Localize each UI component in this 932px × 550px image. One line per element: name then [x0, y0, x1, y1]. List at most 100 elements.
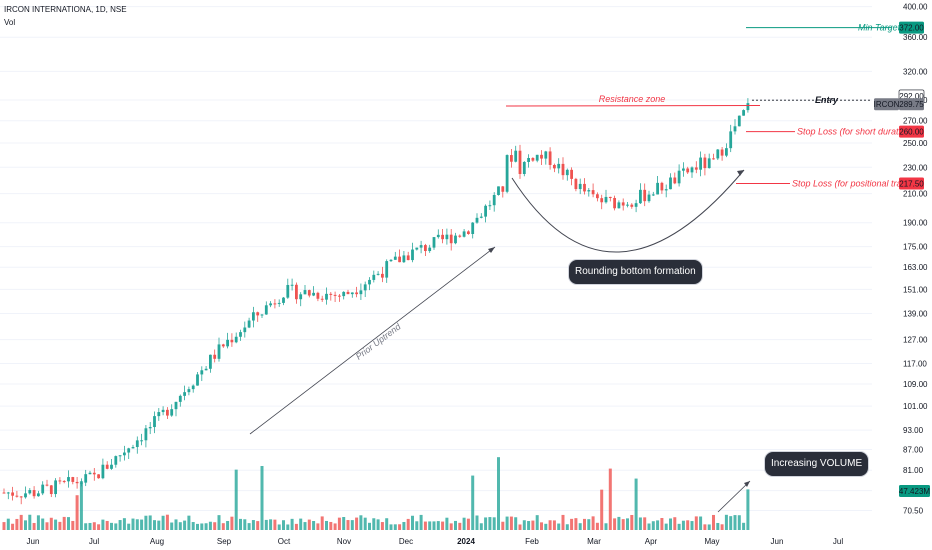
volume-bar — [355, 517, 359, 530]
candle-body — [497, 186, 500, 195]
volume-bar — [67, 517, 70, 530]
candle-body — [634, 203, 638, 207]
volume-bar — [402, 521, 406, 530]
volume-bar — [350, 520, 354, 530]
candle-body — [548, 151, 552, 165]
volume-bar — [733, 515, 737, 530]
volume-bar — [458, 522, 462, 530]
candle-body — [733, 126, 737, 132]
volume-bar — [436, 521, 440, 530]
volume-bar — [32, 522, 36, 530]
volume-bar — [110, 522, 113, 530]
volume-bar — [273, 519, 277, 530]
volume-bar — [613, 518, 617, 530]
volume-bar — [105, 520, 109, 530]
volume-bar — [724, 514, 728, 530]
volume-bar — [363, 517, 367, 530]
candle-body — [419, 245, 423, 248]
candle-body — [67, 477, 70, 482]
volume-bar — [737, 515, 741, 530]
candle-body — [578, 183, 582, 190]
volume-bar — [561, 514, 565, 530]
volume-bar — [49, 517, 53, 530]
volume-bar — [548, 520, 552, 530]
candle-body — [372, 274, 376, 280]
candle-body — [492, 194, 496, 206]
volume-bar — [626, 518, 629, 530]
candle-body — [467, 231, 470, 235]
volume-bar — [75, 495, 79, 530]
candle-body — [114, 456, 118, 465]
volume-bar — [183, 520, 187, 530]
candle-body — [510, 155, 513, 162]
price-tick-label: 230.00 — [903, 163, 928, 172]
volume-bar — [299, 518, 303, 530]
price-tick-label: 101.00 — [903, 402, 928, 411]
volume-tag-text: 47.423M — [899, 487, 930, 496]
candle-body — [368, 279, 371, 285]
stop-short-text: Stop Loss (for short duration) — [797, 127, 914, 137]
volume-bar — [479, 523, 483, 530]
volume-bar — [389, 524, 393, 530]
volume-bar — [712, 514, 715, 530]
increasing-volume-arrowhead — [744, 481, 750, 487]
stop-positional-tag-text: 217.50 — [899, 179, 924, 188]
candle-body — [639, 189, 642, 204]
candle-body — [140, 440, 143, 442]
candle-body — [669, 177, 672, 190]
price-tick-label: 87.00 — [903, 445, 924, 454]
candle-body — [484, 205, 487, 217]
volume-bar — [97, 524, 101, 530]
volume-bar — [694, 516, 698, 530]
candle-body — [385, 261, 389, 278]
price-tick-label: 139.00 — [903, 309, 928, 318]
candle-body — [299, 294, 303, 300]
candle-body — [660, 182, 664, 191]
candle-body — [170, 409, 174, 416]
volume-bar — [669, 518, 672, 530]
price-candles — [2, 98, 750, 505]
volume-bar — [15, 518, 19, 530]
volume-bar — [157, 520, 161, 530]
volume-bar — [441, 521, 445, 530]
price-tick-label: 210.00 — [903, 190, 928, 199]
candle-body — [277, 302, 281, 304]
volume-bar — [716, 522, 720, 530]
volume-bar — [118, 520, 122, 530]
candle-body — [712, 158, 715, 160]
volume-bar — [621, 519, 625, 530]
candle-body — [239, 332, 242, 337]
volume-bar — [608, 468, 612, 530]
candle-body — [707, 158, 711, 169]
candle-body — [479, 216, 483, 218]
candle-body — [131, 447, 135, 449]
volume-bar — [604, 523, 608, 530]
volume-bar — [509, 516, 513, 530]
volume-bar — [260, 465, 264, 530]
candle-body — [350, 292, 354, 295]
volume-bar — [600, 489, 604, 530]
candle-body — [187, 389, 191, 393]
candle-body — [62, 481, 66, 483]
volume-bar — [6, 518, 10, 530]
candle-body — [221, 344, 225, 347]
volume-bar — [535, 515, 539, 530]
candle-body — [591, 190, 595, 195]
candle-body — [682, 168, 685, 171]
time-tick-label: Nov — [337, 537, 351, 546]
candle-body — [196, 374, 199, 386]
volume-bar — [488, 517, 492, 530]
candle-body — [742, 110, 745, 116]
candle-body — [359, 290, 363, 295]
price-tick-label: 81.00 — [903, 466, 924, 475]
candle-body — [230, 339, 234, 343]
candle-body — [273, 303, 277, 305]
candle-body — [656, 182, 659, 195]
candle-body — [389, 259, 393, 262]
candle-body — [148, 427, 152, 429]
volume-bar — [699, 516, 703, 530]
volume-bar — [41, 518, 45, 530]
candle-body — [6, 492, 10, 494]
volume-bar — [462, 517, 466, 530]
candle-body — [746, 103, 750, 111]
